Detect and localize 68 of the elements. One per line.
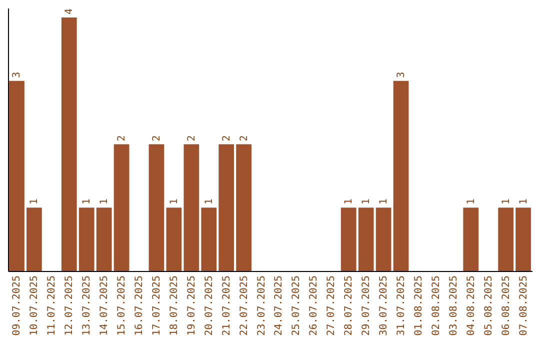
- bar: [218, 144, 234, 271]
- data-label: 1: [500, 198, 512, 205]
- x-tick-label: 23.07.2025: [256, 276, 268, 336]
- x-tick-label: 17.07.2025: [151, 276, 162, 336]
- data-label: 1: [518, 198, 530, 205]
- bar: [78, 208, 94, 271]
- bar: [61, 18, 77, 271]
- x-tick-label: 15.07.2025: [116, 276, 128, 336]
- data-label: 1: [466, 198, 477, 205]
- bar: [463, 208, 479, 271]
- x-tick-label: 28.07.2025: [344, 276, 355, 336]
- x-tick-label: 30.07.2025: [378, 276, 390, 336]
- x-tick-label: 11.07.2025: [46, 276, 58, 336]
- data-label: 1: [204, 198, 215, 205]
- data-label: 1: [168, 198, 180, 205]
- x-tick-label: 21.07.2025: [221, 276, 232, 336]
- x-tick-label: 02.08.2025: [430, 276, 442, 336]
- bar: [340, 208, 356, 271]
- x-tick-label: 14.07.2025: [99, 276, 110, 336]
- bar: [393, 80, 409, 271]
- x-tick-label: 31.07.2025: [396, 276, 407, 336]
- bar: [9, 80, 24, 271]
- bar: [376, 208, 392, 271]
- bar: [148, 144, 164, 271]
- x-tick-label: 27.07.2025: [326, 276, 338, 336]
- x-tick-label: 20.07.2025: [204, 276, 215, 336]
- bar: [114, 144, 130, 271]
- x-tick-label: 19.07.2025: [186, 276, 198, 336]
- bar: [96, 208, 112, 271]
- bar: [201, 208, 217, 271]
- x-tick-label: 04.08.2025: [466, 276, 477, 336]
- x-tick-label: 13.07.2025: [82, 276, 93, 336]
- data-label: 1: [378, 198, 390, 205]
- data-label: 1: [99, 198, 110, 205]
- data-label: 1: [344, 198, 355, 205]
- data-label: 2: [238, 135, 250, 142]
- x-tick-label: 03.08.2025: [448, 276, 460, 336]
- bar: [26, 208, 42, 271]
- bar: [358, 208, 374, 271]
- data-label: 4: [64, 8, 76, 15]
- x-tick-label: 16.07.2025: [134, 276, 145, 336]
- bar: [166, 208, 182, 271]
- x-tick-label: 24.07.2025: [274, 276, 285, 336]
- data-label: 1: [361, 198, 372, 205]
- x-tick-label: 29.07.2025: [361, 276, 372, 336]
- data-label: 3: [12, 72, 23, 78]
- x-tick-label: 22.07.2025: [238, 276, 250, 336]
- data-label: 2: [221, 135, 232, 142]
- bar: [184, 144, 200, 271]
- x-tick-label: 18.07.2025: [168, 276, 180, 336]
- x-tick-label: 26.07.2025: [308, 276, 320, 336]
- bar: [236, 144, 252, 271]
- x-tick-label: 10.07.2025: [29, 276, 40, 336]
- data-label: 2: [151, 135, 162, 142]
- x-tick-label: 01.08.2025: [413, 276, 424, 336]
- data-label: 2: [186, 135, 198, 142]
- data-label: 1: [29, 198, 40, 205]
- x-tick-label: 07.08.2025: [518, 276, 530, 336]
- bar: [516, 208, 531, 271]
- x-tick-label: 12.07.2025: [64, 276, 76, 336]
- bar: [498, 208, 514, 271]
- data-label: 2: [116, 135, 128, 142]
- x-tick-label: 09.07.2025: [12, 276, 23, 336]
- data-label: 1: [82, 198, 93, 205]
- x-tick-label: 05.08.2025: [483, 276, 494, 336]
- data-label: 3: [396, 72, 407, 78]
- x-tick-label: 25.07.2025: [291, 276, 302, 336]
- x-tick-label: 06.08.2025: [500, 276, 512, 336]
